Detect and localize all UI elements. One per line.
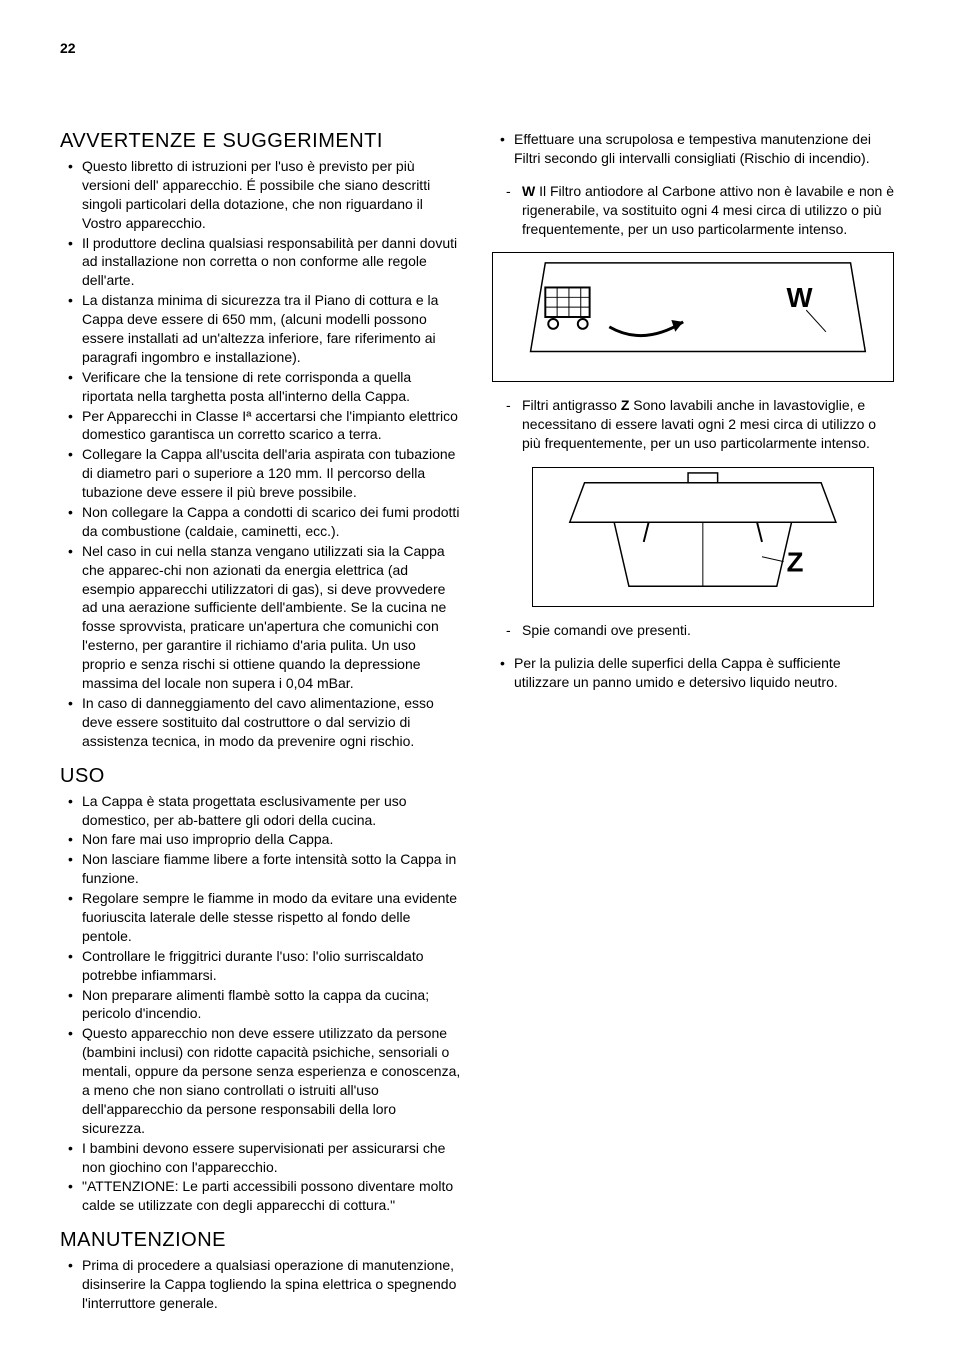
filter-w-text: Il Filtro antiodore al Carbone attivo no… <box>522 183 894 237</box>
diagram-w-letter: W <box>787 283 813 314</box>
list-item: Il produttore declina qualsiasi responsa… <box>60 234 462 291</box>
diagram-filter-z: Z <box>532 467 874 607</box>
diagram-w-svg: W <box>493 253 893 381</box>
list-uso: La Cappa è stata progettata esclusivamen… <box>60 792 462 1216</box>
list-item: La Cappa è stata progettata esclusivamen… <box>60 792 462 830</box>
list-item: Nel caso in cui nella stanza vengano uti… <box>60 542 462 693</box>
list-item: "ATTENZIONE: Le parti accessibili posson… <box>60 1177 462 1215</box>
list-item: Questo libretto di istruzioni per l'uso … <box>60 157 462 233</box>
list-item: Per la pulizia delle superfici della Cap… <box>492 654 894 692</box>
list-pulizia: Per la pulizia delle superfici della Cap… <box>492 654 894 692</box>
list-item: Non collegare la Cappa a condotti di sca… <box>60 503 462 541</box>
list-item: Controllare le friggitrici durante l'uso… <box>60 947 462 985</box>
diagram-z-letter: Z <box>787 547 804 578</box>
list-item: Non fare mai uso improprio della Cappa. <box>60 830 462 849</box>
sublist-filter-w: W Il Filtro antiodore al Carbone attivo … <box>492 182 894 239</box>
list-item: Prima di procedere a qualsiasi operazion… <box>60 1256 462 1313</box>
list-item: Questo apparecchio non deve essere utili… <box>60 1024 462 1137</box>
diagram-z-svg: Z <box>533 468 873 606</box>
heading-manutenzione: MANUTENZIONE <box>60 1229 462 1252</box>
list-item: W Il Filtro antiodore al Carbone attivo … <box>492 182 894 239</box>
page: 22 AVVERTENZE E SUGGERIMENTI Questo libr… <box>0 0 954 1370</box>
section-avvertenze: AVVERTENZE E SUGGERIMENTI Questo librett… <box>60 130 462 751</box>
content-columns: AVVERTENZE E SUGGERIMENTI Questo librett… <box>60 130 894 1330</box>
list-item: Filtri antigrasso Z Sono lavabili anche … <box>492 396 894 453</box>
filter-z-prefix: Filtri antigrasso <box>522 397 621 413</box>
list-avvertenze: Questo libretto di istruzioni per l'uso … <box>60 157 462 751</box>
diagram-filter-w: W <box>492 252 894 382</box>
sublist-spie: Spie comandi ove presenti. <box>492 621 894 640</box>
section-uso: USO La Cappa è stata progettata esclusiv… <box>60 765 462 1216</box>
list-item: In caso di danneggiamento del cavo alime… <box>60 694 462 751</box>
list-item: Per Apparecchi in Classe Iª accertarsi c… <box>60 407 462 445</box>
list-item: Regolare sempre le fiamme in modo da evi… <box>60 889 462 946</box>
list-item: Verificare che la tensione di rete corri… <box>60 368 462 406</box>
list-item: La distanza minima di sicurezza tra il P… <box>60 291 462 367</box>
page-number: 22 <box>60 40 76 56</box>
list-item: I bambini devono essere supervisionati p… <box>60 1139 462 1177</box>
heading-avvertenze: AVVERTENZE E SUGGERIMENTI <box>60 130 462 153</box>
list-item: Non preparare alimenti flambè sotto la c… <box>60 986 462 1024</box>
list-item: Spie comandi ove presenti. <box>492 621 894 640</box>
sublist-filter-z: Filtri antigrasso Z Sono lavabili anche … <box>492 396 894 453</box>
filter-w-label: W <box>522 183 535 199</box>
list-item: Collegare la Cappa all'uscita dell'aria … <box>60 445 462 502</box>
list-item: Non lasciare fiamme libere a forte inten… <box>60 850 462 888</box>
list-item: Effettuare una scrupolosa e tempestiva m… <box>492 130 894 168</box>
heading-uso: USO <box>60 765 462 788</box>
